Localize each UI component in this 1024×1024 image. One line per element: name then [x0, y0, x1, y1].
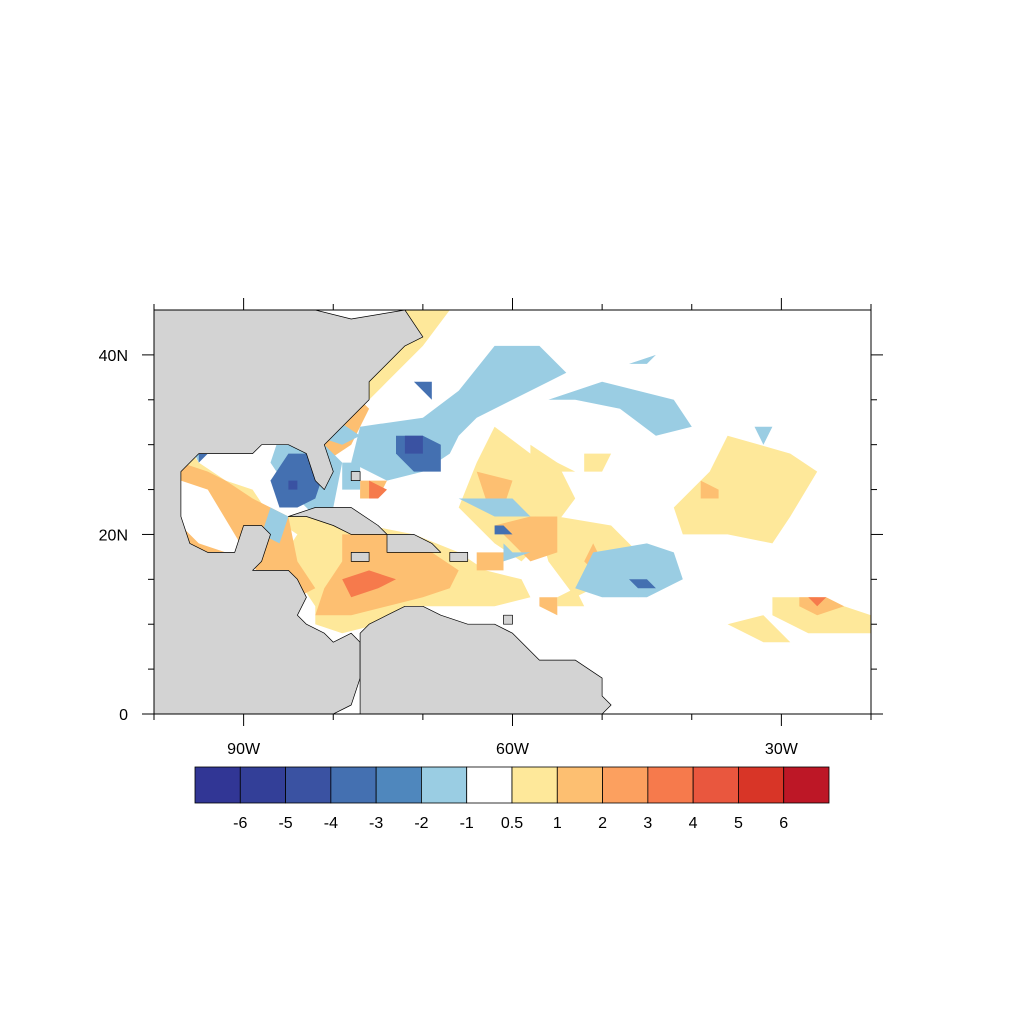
anomaly-contour-level-neg3-4 [494, 525, 513, 535]
colorbar-swatch-0 [194, 766, 241, 804]
anomaly-contour-level-neg4-1 [288, 480, 298, 490]
map-plot-area [154, 310, 871, 714]
anomaly-contour-level-2-0 [163, 462, 316, 598]
y-tick-label: 0 [119, 707, 128, 724]
colorbar-label: -1 [460, 815, 474, 832]
land-polygon-3 [386, 534, 442, 553]
colorbar-swatch-5 [421, 766, 468, 804]
land-polygon-1 [359, 605, 612, 714]
x-tick-label: 60W [496, 741, 530, 758]
colorbar-swatch-6 [466, 766, 513, 804]
anomaly-contour-level-neg4-0 [404, 435, 423, 454]
anomaly-contour-level-1-7 [727, 615, 791, 643]
anomaly-contour-level-neg3-2 [413, 381, 432, 400]
x-tick-label: 30W [765, 741, 799, 758]
anomaly-contour-level-1-8 [772, 597, 871, 634]
anomaly-contour-level-neg1-8 [754, 426, 773, 445]
anomaly-contour-level-3-3 [369, 480, 387, 499]
anomaly-contour-level-1-6 [584, 453, 612, 472]
anomaly-contour-level-1-10 [557, 588, 585, 607]
map-axes: 90W 60W 30W 0 20N 40N [99, 298, 883, 758]
land-polygon-8 [476, 310, 513, 311]
colorbar-label: 1 [553, 815, 562, 832]
anomaly-contour-level-2-13 [539, 597, 558, 616]
land-polygon-4 [350, 552, 370, 562]
colorbar-label: 5 [734, 815, 743, 832]
colorbar-swatch-8 [556, 766, 603, 804]
colorbar-label: -5 [278, 815, 292, 832]
anomaly-contour-level-3-4 [808, 597, 827, 607]
anomaly-contour-level-neg1-9 [629, 354, 656, 364]
colorbar-swatch-4 [375, 766, 422, 804]
colorbar-swatch-10 [647, 766, 694, 804]
colorbar-swatch-11 [692, 766, 739, 804]
colorbar-swatch-13 [783, 766, 830, 804]
colorbar-label: 4 [689, 815, 698, 832]
x-tick-label: 90W [227, 741, 261, 758]
colorbar-swatch-12 [738, 766, 785, 804]
land-masses [154, 310, 612, 714]
colorbar-swatch-2 [285, 766, 332, 804]
anomaly-contour-level-1-5 [530, 444, 576, 472]
land-polygon-6 [350, 471, 361, 481]
colorbar-label: 3 [643, 815, 652, 832]
colorbar-label: -6 [233, 815, 247, 832]
anomaly-contour-level-2-5 [494, 516, 558, 562]
anomaly-contour-level-neg1-2 [548, 381, 692, 436]
anomaly-contour-level-2-8 [700, 480, 719, 499]
colorbar-swatch-9 [602, 766, 649, 804]
colorbar-label: 2 [598, 815, 607, 832]
anomaly-contour-level-neg1-5 [458, 498, 531, 517]
colorbar-swatch-7 [511, 766, 558, 804]
anomaly-contour-level-1-4 [673, 435, 818, 544]
anomaly-contour-level-neg1-6 [503, 543, 531, 562]
colorbar: -6 -5 -4 -3 -2 -1 0.5 1 2 3 4 5 6 [194, 766, 830, 832]
anomaly-contour-level-3-2 [342, 570, 396, 598]
colorbar-swatch-1 [239, 766, 286, 804]
colorbar-label: -2 [414, 815, 428, 832]
y-tick-label: 20N [99, 527, 128, 544]
colorbar-label: -3 [369, 815, 383, 832]
land-polygon-0 [154, 310, 424, 714]
anomaly-contour-level-2-6 [476, 552, 504, 571]
colorbar-label: -4 [324, 815, 338, 832]
anomaly-contour-level-neg3-3 [629, 579, 656, 589]
colorbar-label: 0.5 [501, 815, 523, 832]
anomaly-contour-level-neg1-4 [575, 543, 683, 598]
colorbar-swatch-3 [330, 766, 377, 804]
anomaly-contour-level-2-9 [799, 597, 845, 616]
land-polygon-7 [503, 614, 513, 625]
colorbar-label: 6 [779, 815, 788, 832]
land-polygon-5 [449, 552, 469, 562]
y-tick-label: 40N [99, 348, 128, 365]
